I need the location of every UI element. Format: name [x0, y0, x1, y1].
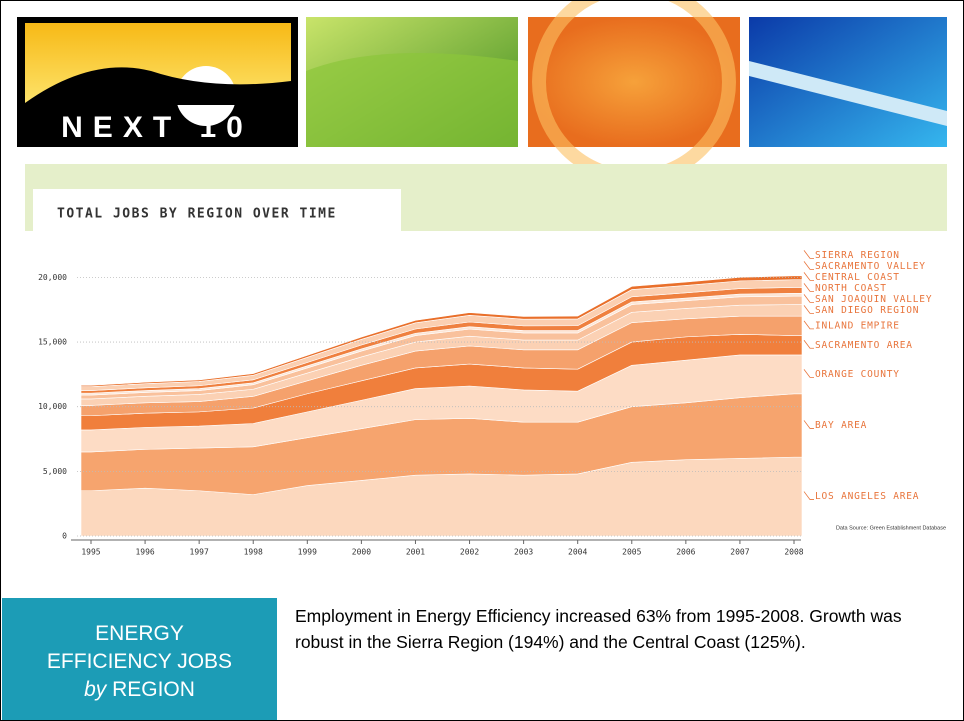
label-leader: [803, 340, 814, 349]
area: [80, 275, 803, 387]
label-leader: [803, 305, 814, 314]
x-tick-label: 1995: [81, 548, 100, 557]
y-tick-label: 20,000: [38, 273, 67, 282]
legend-label: NORTH COAST: [815, 283, 887, 294]
x-tick-label: 2002: [460, 548, 479, 557]
legend-label: SIERRA REGION: [815, 250, 900, 261]
legend-label: ORANGE COUNTY: [815, 369, 900, 380]
label-leader: [803, 272, 814, 281]
sidebar-line: EFFICIENCY JOBS: [46, 650, 233, 673]
bridge-deck: [749, 61, 947, 126]
x-tick-label: 2006: [676, 548, 695, 557]
x-tick-label: 1999: [298, 548, 317, 557]
title-tab: [33, 189, 401, 231]
sidebar-by: by: [84, 678, 107, 701]
logo-text: NEXT 10: [61, 111, 253, 144]
sidebar-line: ENERGY: [95, 622, 184, 645]
seal-image: [528, 17, 740, 147]
label-leader: [803, 250, 814, 259]
x-tick-label: 2008: [784, 548, 803, 557]
sidebar: ENERGY EFFICIENCY JOBS by REGION: [2, 598, 277, 720]
legend-label: BAY AREA: [815, 420, 867, 431]
legend-label: SAN JOAQUIN VALLEY: [815, 294, 932, 305]
x-tick-label: 2005: [622, 548, 641, 557]
x-tick-label: 2003: [514, 548, 533, 557]
label-leader: [803, 320, 814, 330]
y-tick-label: 15,000: [38, 338, 67, 347]
chart-title: TOTAL JOBS BY REGION OVER TIME: [57, 207, 337, 222]
legend-label: SACRAMENTO AREA: [815, 340, 913, 351]
source-note: Data Source: Green Establishment Databas…: [836, 525, 946, 531]
label-leader: [803, 369, 814, 378]
legend-label: CENTRAL COAST: [815, 272, 900, 283]
x-tick-label: 1998: [244, 548, 263, 557]
x-tick-label: 2004: [568, 548, 587, 557]
label-leader: [803, 283, 814, 292]
legend-label: INLAND EMPIRE: [815, 320, 900, 331]
x-tick-label: 2007: [730, 548, 749, 557]
legend-label: SACRAMENTO VALLEY: [815, 261, 926, 272]
sidebar-last: REGION: [112, 678, 195, 701]
x-tick-label: 1997: [190, 548, 209, 557]
label-leader: [803, 294, 814, 303]
x-tick-label: 1996: [135, 548, 154, 557]
legend-label: LOS ANGELES AREA: [815, 491, 919, 502]
y-tick-label: 10,000: [38, 402, 67, 411]
label-leader: [803, 261, 814, 270]
sidebar-line: by REGION: [2, 676, 277, 704]
y-tick-label: 5,000: [43, 467, 67, 476]
legend-label: SAN DIEGO REGION: [815, 305, 919, 316]
hill-shape: [306, 53, 518, 147]
x-tick-label: 2000: [352, 548, 371, 557]
label-leader: [803, 420, 814, 429]
y-tick-label: 0: [62, 532, 67, 541]
banner: NEXT 10 TOTAL JOBS BY REGION OVER TIME: [17, 1, 947, 231]
chart: 0 5,000 10,000 15,000 20,000 1995 1996 1997 1998…: [38, 250, 946, 557]
label-leader: [803, 491, 814, 500]
body-text: Employment in Energy Efficiency increase…: [295, 606, 902, 652]
logo-hill: [25, 67, 291, 105]
x-tick-label: 2001: [406, 548, 425, 557]
